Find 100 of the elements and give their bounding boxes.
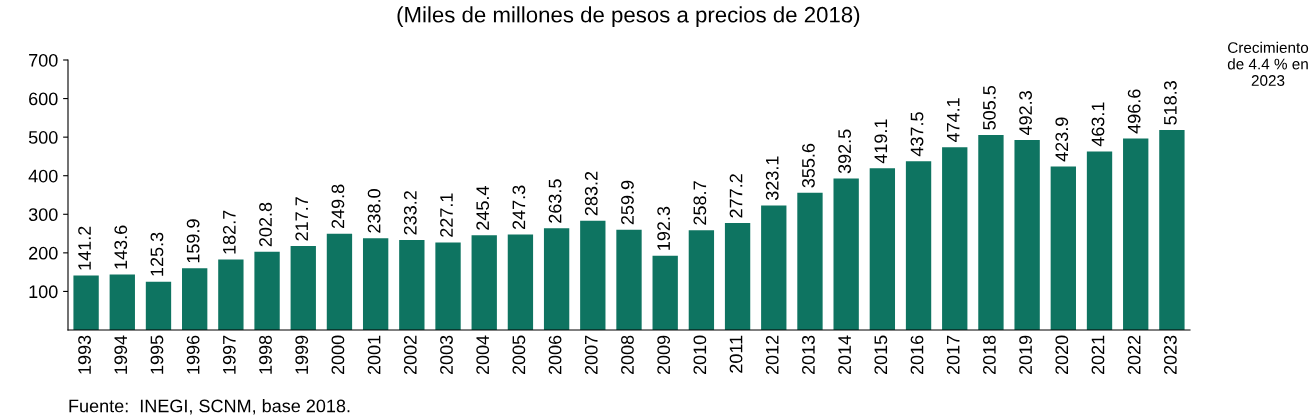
data-label: 518.3 [1163, 81, 1177, 125]
text: Crecimiento de 4.4 % en 2023 [1227, 41, 1309, 86]
x-tick-label: 2007 [584, 335, 598, 375]
bar [471, 235, 497, 330]
chart-subtitle: (Miles de millones de pesos a precios de 2018) [397, 6, 860, 27]
bar [797, 192, 823, 330]
x-tick-label: 2014 [838, 335, 852, 375]
bar [254, 251, 280, 330]
x-tick-label: 2021 [1091, 335, 1105, 375]
y-tick-label: 700 [29, 53, 58, 67]
bar [543, 228, 570, 330]
bar [182, 268, 208, 330]
bar [73, 275, 99, 330]
data-label: 143.6 [114, 225, 128, 269]
data-label: 323.1 [765, 156, 779, 201]
bar [688, 230, 715, 330]
x-tick-label: 1993 [78, 335, 91, 374]
x-tick-label: 2009 [657, 335, 671, 375]
bar [652, 255, 678, 330]
y-tick-label: 300 [28, 208, 58, 222]
data-label: 192.3 [657, 206, 671, 250]
x-tick-label: 2011 [729, 335, 743, 373]
bar [218, 259, 244, 330]
x-tick-label: 2015 [874, 335, 888, 375]
data-label: 125.3 [150, 232, 164, 276]
y-tick-label: 600 [29, 92, 58, 106]
data-label: 392.5 [838, 129, 852, 174]
x-tick-label: 2008 [621, 335, 634, 375]
bar [1086, 151, 1113, 330]
bar [507, 234, 534, 330]
source-note: Fuente: INEGI, SCNM, base 2018. [69, 399, 350, 415]
data-label: 247.3 [512, 185, 526, 230]
data-label: 474.1 [946, 98, 960, 143]
bar [869, 168, 896, 330]
bar [616, 229, 642, 330]
data-label: 419.1 [874, 119, 888, 164]
data-label: 463.1 [1091, 102, 1105, 147]
bar [942, 147, 968, 330]
bar [1050, 166, 1076, 330]
x-tick-label: 2017 [946, 335, 960, 375]
y-tick-label: 400 [28, 169, 58, 183]
x-tick-label: 2006 [548, 335, 562, 375]
x-tick-label: 2001 [367, 335, 381, 375]
x-tick-label: 1996 [186, 335, 200, 374]
bar [399, 240, 425, 330]
bar [1159, 130, 1185, 330]
data-label: 245.4 [476, 186, 490, 230]
bar [1123, 138, 1149, 330]
x-tick-label: 2022 [1127, 335, 1141, 375]
data-label: 259.9 [621, 180, 634, 225]
y-tick-label: 500 [28, 131, 58, 144]
x-tick-label: 2000 [331, 335, 345, 375]
bar [326, 233, 353, 330]
x-tick-label: 2012 [765, 335, 779, 375]
data-label: 283.2 [584, 171, 598, 216]
data-label: 492.3 [1019, 91, 1032, 136]
data-label: 437.5 [910, 112, 924, 157]
y-tick-label: 200 [29, 246, 58, 260]
y-tick-label: 100 [29, 285, 58, 299]
data-label: 423.9 [1055, 117, 1069, 162]
bar [362, 238, 389, 330]
x-tick-label: 2016 [910, 335, 924, 375]
data-label: 233.2 [403, 191, 417, 235]
x-tick-label: 1999 [295, 335, 309, 374]
x-tick-label: 2004 [476, 335, 490, 375]
data-label: 238.0 [367, 189, 381, 233]
bar [905, 161, 932, 330]
x-tick-label: 2005 [512, 335, 526, 375]
bar [580, 220, 606, 330]
data-label: 159.9 [186, 219, 200, 263]
x-tick-label: 2023 [1163, 335, 1177, 375]
data-label: 496.6 [1127, 89, 1141, 134]
bar [833, 178, 859, 330]
x-tick-label: 2010 [693, 335, 707, 375]
bar [109, 274, 135, 330]
x-tick-label: 2003 [440, 335, 453, 375]
x-tick-label: 1994 [114, 335, 128, 374]
data-label: 182.7 [222, 210, 236, 254]
data-label: 277.2 [729, 174, 743, 218]
x-tick-label: 2018 [983, 335, 996, 375]
bar [978, 135, 1004, 330]
bar [290, 246, 316, 330]
data-label: 263.5 [548, 179, 562, 223]
bar [145, 281, 172, 330]
data-label: 217.7 [295, 197, 308, 241]
data-label: 505.5 [983, 85, 996, 130]
data-label: 249.8 [331, 184, 345, 229]
x-tick-label: 1998 [259, 335, 272, 374]
x-tick-label: 1997 [222, 335, 236, 374]
bar [435, 242, 461, 330]
x-tick-label: 2013 [802, 335, 815, 375]
data-label: 141.2 [78, 226, 91, 270]
x-tick-label: 1995 [150, 335, 164, 374]
bar [761, 205, 787, 330]
x-tick-label: 2020 [1055, 335, 1069, 375]
data-label: 355.6 [802, 143, 815, 188]
data-label: 202.8 [259, 202, 272, 247]
bar [1014, 140, 1040, 330]
bar [724, 223, 751, 330]
data-label: 258.7 [693, 181, 707, 225]
